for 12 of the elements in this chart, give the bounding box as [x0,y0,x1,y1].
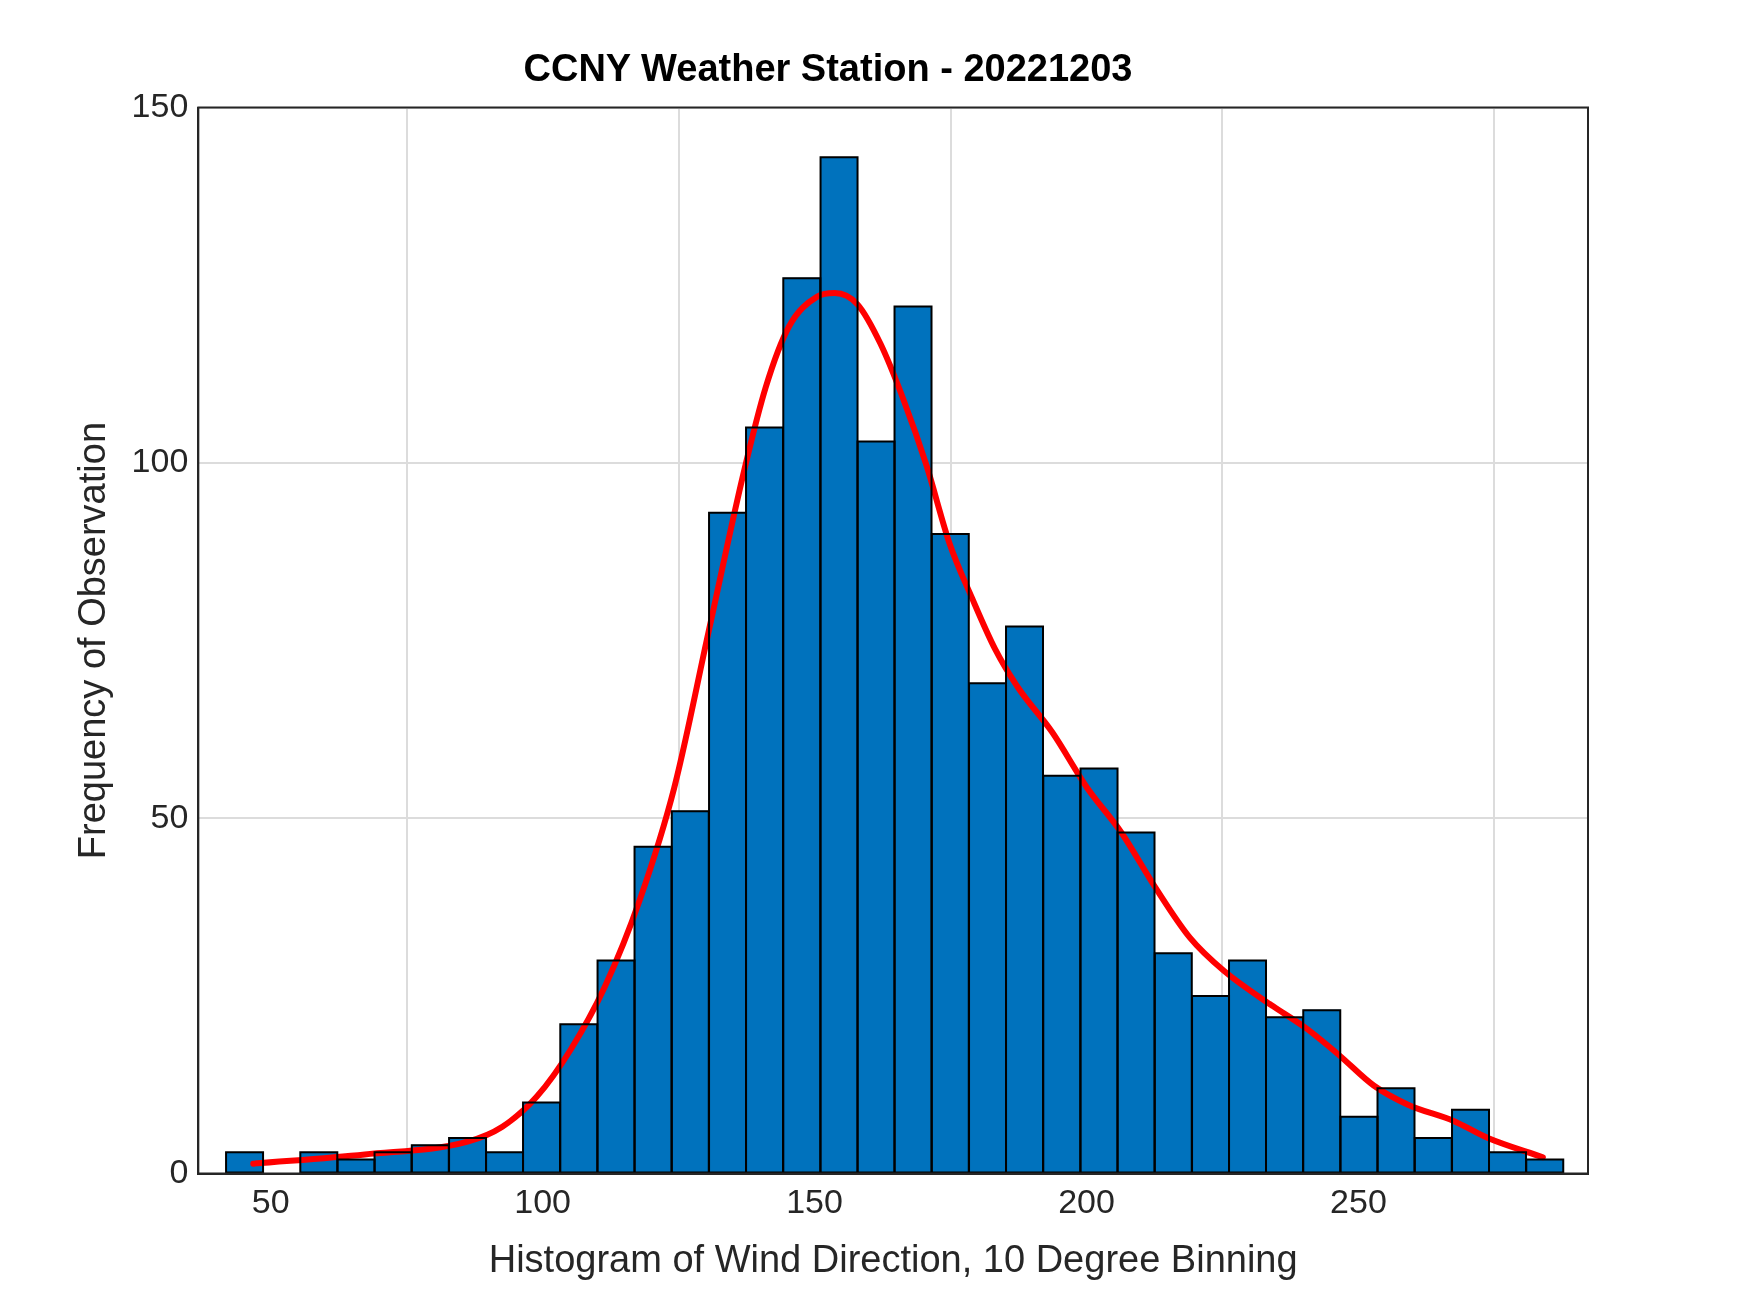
x-tick-label: 250 [1330,1182,1387,1221]
y-tick-label: 100 [131,441,189,480]
x-tick-label: 100 [514,1182,571,1221]
y-axis-title: Frequency of Observation [71,421,114,860]
chart-title: CCNY Weather Station - 20221203 [523,47,1133,90]
x-tick-label: 50 [251,1182,290,1221]
x-tick-label: 150 [786,1182,843,1221]
y-tick-label: 150 [131,85,189,124]
x-tick-label: 200 [1058,1182,1115,1221]
y-tick-label: 50 [150,796,189,835]
y-tick-label: 0 [169,1151,189,1190]
x-axis-title: Histogram of Wind Direction, 10 Degree Binning [488,1237,1298,1280]
